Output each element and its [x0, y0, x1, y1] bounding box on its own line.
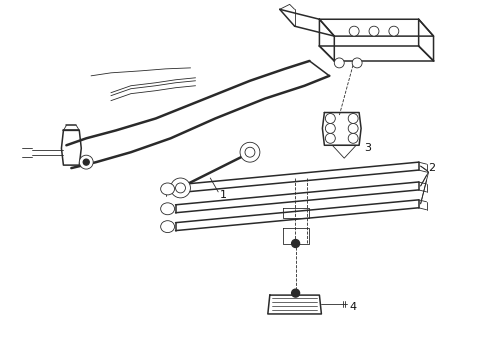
Circle shape: [325, 113, 335, 123]
Circle shape: [348, 123, 358, 133]
Circle shape: [240, 142, 260, 162]
Circle shape: [83, 159, 89, 165]
Circle shape: [389, 26, 399, 36]
Circle shape: [369, 26, 379, 36]
Circle shape: [349, 26, 359, 36]
Circle shape: [245, 147, 255, 157]
Text: 2: 2: [429, 163, 436, 173]
Circle shape: [352, 58, 362, 68]
Circle shape: [171, 178, 191, 198]
Circle shape: [292, 289, 299, 297]
Circle shape: [325, 133, 335, 143]
Ellipse shape: [161, 203, 174, 215]
Text: 4: 4: [349, 302, 356, 312]
Ellipse shape: [161, 221, 174, 233]
Circle shape: [325, 123, 335, 133]
Circle shape: [79, 155, 93, 169]
Circle shape: [292, 239, 299, 247]
Circle shape: [175, 183, 185, 193]
Circle shape: [348, 133, 358, 143]
Circle shape: [334, 58, 344, 68]
Ellipse shape: [161, 183, 174, 195]
Circle shape: [348, 113, 358, 123]
Text: 3: 3: [364, 143, 371, 153]
Text: 1: 1: [220, 190, 227, 200]
